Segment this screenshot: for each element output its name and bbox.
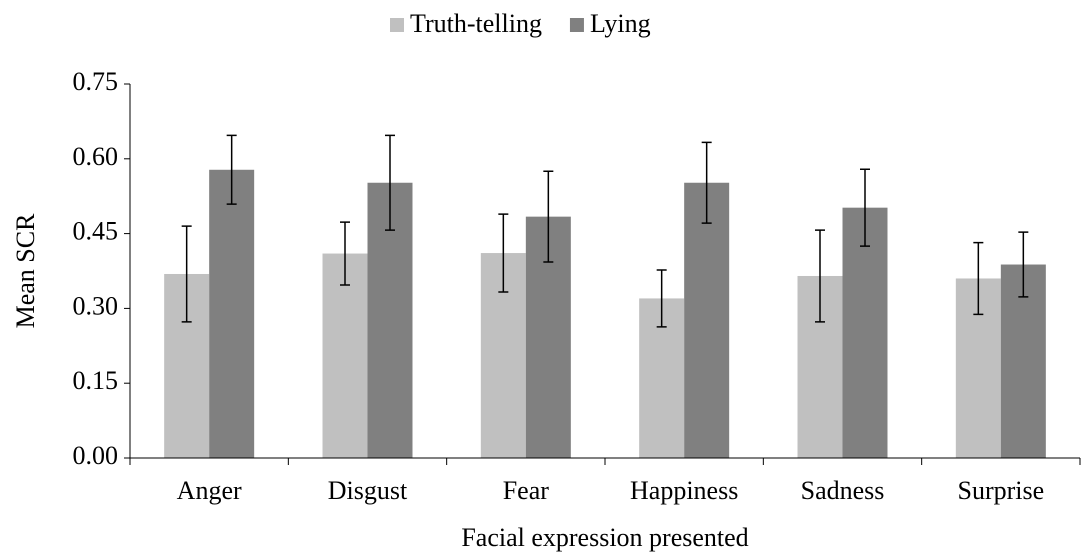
error-bar — [973, 241, 984, 316]
x-tick-label: Disgust — [328, 476, 408, 505]
error-bar — [340, 221, 350, 286]
x-tick-label: Fear — [503, 476, 550, 505]
error-bar — [815, 229, 825, 323]
error-bar — [1018, 231, 1029, 298]
x-tick-label: Surprise — [957, 476, 1044, 505]
y-tick-label: 0.00 — [73, 441, 119, 470]
legend-label: Truth-telling — [410, 9, 542, 38]
error-bar — [181, 225, 192, 323]
y-tick-label: 0.30 — [73, 291, 119, 320]
error-bar — [656, 269, 667, 328]
bar — [322, 253, 368, 458]
error-bar — [860, 168, 870, 247]
bar — [842, 207, 888, 458]
x-tick-label: Sadness — [801, 476, 885, 505]
error-bar — [701, 141, 712, 224]
error-bar — [543, 170, 554, 263]
y-tick-label: 0.15 — [73, 366, 119, 395]
x-tick-label: Happiness — [630, 476, 738, 505]
error-bar — [498, 213, 509, 293]
y-axis-title: Mean SCR — [11, 213, 40, 329]
x-axis-title: Facial expression presented — [461, 523, 748, 552]
x-tick-label: Anger — [177, 476, 242, 505]
y-tick-label: 0.60 — [73, 142, 119, 171]
bar — [209, 169, 255, 458]
bar — [684, 182, 730, 458]
legend-swatch — [569, 18, 584, 32]
legend-label: Lying — [590, 9, 651, 38]
y-tick-label: 0.75 — [73, 67, 119, 96]
legend-swatch — [390, 18, 404, 32]
y-tick-label: 0.45 — [73, 217, 119, 246]
error-bar — [385, 134, 395, 231]
error-bar — [226, 134, 237, 205]
